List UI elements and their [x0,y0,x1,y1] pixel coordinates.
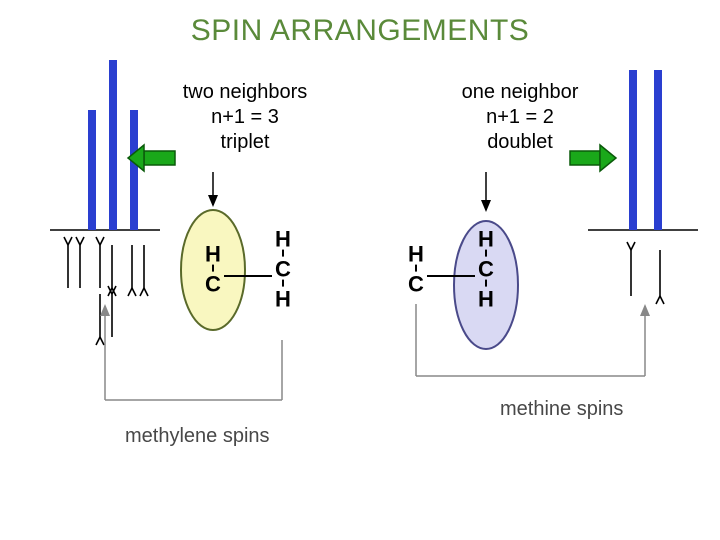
right-caption: methine spins [500,398,623,421]
svg-text:C: C [408,272,424,297]
svg-text:H: H [408,242,424,267]
svg-text:C: C [205,272,221,297]
svg-text:H: H [275,227,291,252]
page-title: SPIN ARRANGEMENTS [0,14,720,48]
left-caption: methylene spins [125,425,270,448]
left-header: two neighborsn+1 = 3triplet [145,80,345,155]
svg-text:H: H [478,287,494,312]
svg-text:H: H [205,242,221,267]
right-header: one neighborn+1 = 2doublet [420,80,620,155]
svg-text:H: H [478,227,494,252]
svg-text:C: C [275,257,291,282]
svg-text:H: H [275,287,291,312]
svg-text:C: C [478,257,494,282]
